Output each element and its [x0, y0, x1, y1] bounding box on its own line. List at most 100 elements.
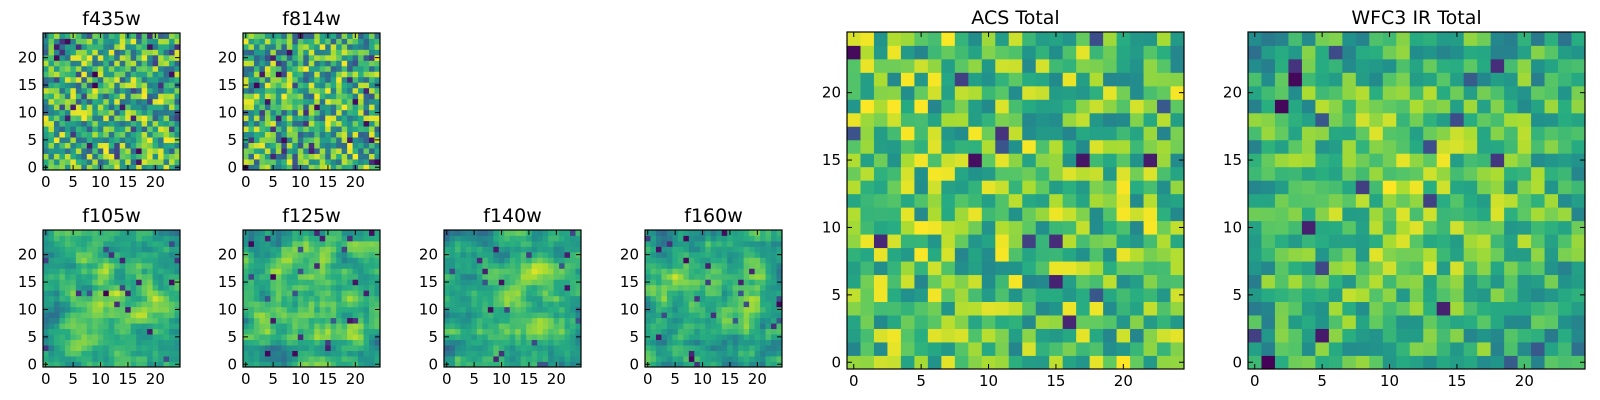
heatmap-cell	[677, 246, 684, 253]
heatmap-cell	[465, 361, 472, 368]
heatmap-cell	[1382, 301, 1397, 316]
heatmap-cell	[43, 268, 49, 275]
heatmap-cell	[1355, 166, 1370, 181]
heatmap-cell	[297, 38, 304, 45]
heatmap-cell	[721, 317, 728, 324]
heatmap-cell	[136, 153, 143, 160]
heatmap-cell	[248, 350, 255, 357]
heatmap-cell	[119, 115, 126, 122]
heatmap-cell	[645, 312, 651, 319]
heatmap-cell	[81, 306, 88, 313]
heatmap-cell	[341, 142, 348, 149]
heatmap-cell	[1396, 355, 1411, 370]
heatmap-cell	[575, 356, 582, 362]
heatmap-cell	[319, 148, 326, 154]
heatmap-cell	[163, 76, 170, 83]
heatmap-cell	[336, 273, 343, 280]
heatmap-cell	[1248, 180, 1262, 195]
heatmap-cell	[286, 93, 293, 100]
heatmap-cell	[81, 38, 88, 45]
heatmap-cell	[537, 356, 544, 362]
heatmap-cell	[1062, 32, 1077, 46]
heatmap-cell	[352, 109, 359, 116]
heatmap-cell	[655, 317, 662, 324]
heatmap-cell	[677, 235, 684, 242]
heatmap-cell	[297, 273, 304, 280]
heatmap-cell	[75, 230, 82, 236]
heatmap-cell	[286, 339, 293, 346]
heatmap-cell	[1157, 342, 1171, 356]
heatmap-cell	[454, 262, 461, 269]
heatmap-cell	[281, 246, 288, 253]
heatmap-cell	[526, 334, 533, 340]
heatmap-cell	[860, 58, 875, 73]
heatmap-cell	[515, 240, 522, 247]
heatmap-cell	[941, 234, 956, 249]
heatmap-cell	[330, 328, 337, 335]
heatmap-cell	[493, 240, 500, 247]
heatmap-cell	[1409, 234, 1424, 249]
heatmap-cell	[941, 180, 956, 195]
heatmap-cell	[64, 38, 71, 45]
heatmap-cell	[125, 312, 132, 319]
heatmap-cell	[1089, 139, 1104, 154]
heatmap-cell	[873, 112, 888, 127]
heatmap-cell	[449, 251, 456, 258]
heatmap-cell	[136, 262, 143, 269]
heatmap-cell	[694, 339, 701, 346]
heatmap-cell	[108, 273, 115, 280]
heatmap-cell	[248, 273, 255, 280]
heatmap-cell	[163, 98, 170, 105]
heatmap-cell	[727, 350, 734, 357]
heatmap-cell	[564, 306, 571, 313]
heatmap-cell	[749, 334, 755, 340]
heatmap-cell	[661, 306, 668, 313]
heatmap-cell	[152, 137, 159, 143]
heatmap-cell	[64, 312, 71, 319]
heatmap-cell	[476, 246, 483, 253]
heatmap-cell	[771, 284, 777, 291]
heatmap-cell	[308, 235, 315, 242]
heatmap-cell	[325, 71, 332, 78]
heatmap-cell	[531, 328, 538, 335]
heatmap-cell	[158, 328, 164, 335]
heatmap-cell	[325, 93, 332, 100]
heatmap-cell	[732, 290, 739, 297]
heatmap-cell	[103, 334, 110, 340]
heatmap-cell	[520, 251, 527, 258]
heatmap-cell	[119, 93, 126, 100]
heatmap-cell	[275, 38, 282, 45]
heatmap-cell	[314, 339, 321, 346]
heatmap-cell	[103, 148, 110, 154]
heatmap-cell	[559, 235, 565, 242]
heatmap-cell	[286, 301, 293, 308]
heatmap-cell	[136, 120, 143, 127]
heatmap-cell	[59, 345, 66, 351]
heatmap-cell	[59, 131, 66, 138]
heatmap-cell	[369, 334, 375, 340]
heatmap-cell	[103, 257, 110, 264]
heatmap-cell	[1008, 166, 1023, 181]
heatmap-cell	[141, 339, 148, 346]
heatmap-cell	[509, 356, 516, 362]
heatmap-cell	[482, 273, 489, 280]
heatmap-cell	[672, 301, 679, 308]
heatmap-cell	[158, 82, 164, 89]
heatmap-cell	[509, 246, 516, 253]
heatmap-cell	[738, 279, 745, 286]
heatmap-cell	[754, 301, 761, 308]
heatmap-cell	[570, 301, 576, 308]
heatmap-cell	[369, 126, 375, 133]
heatmap-cell	[559, 323, 565, 330]
heatmap-cell	[559, 257, 565, 264]
heatmap-cell	[158, 43, 164, 50]
heatmap-cell	[710, 339, 717, 346]
heatmap-cell	[169, 240, 175, 247]
heatmap-cell	[369, 120, 375, 127]
heatmap-cell	[59, 295, 66, 302]
heatmap-cell	[86, 301, 93, 308]
heatmap-cell	[59, 54, 66, 61]
heatmap-cell	[1571, 193, 1586, 208]
heatmap-cell	[444, 295, 450, 302]
